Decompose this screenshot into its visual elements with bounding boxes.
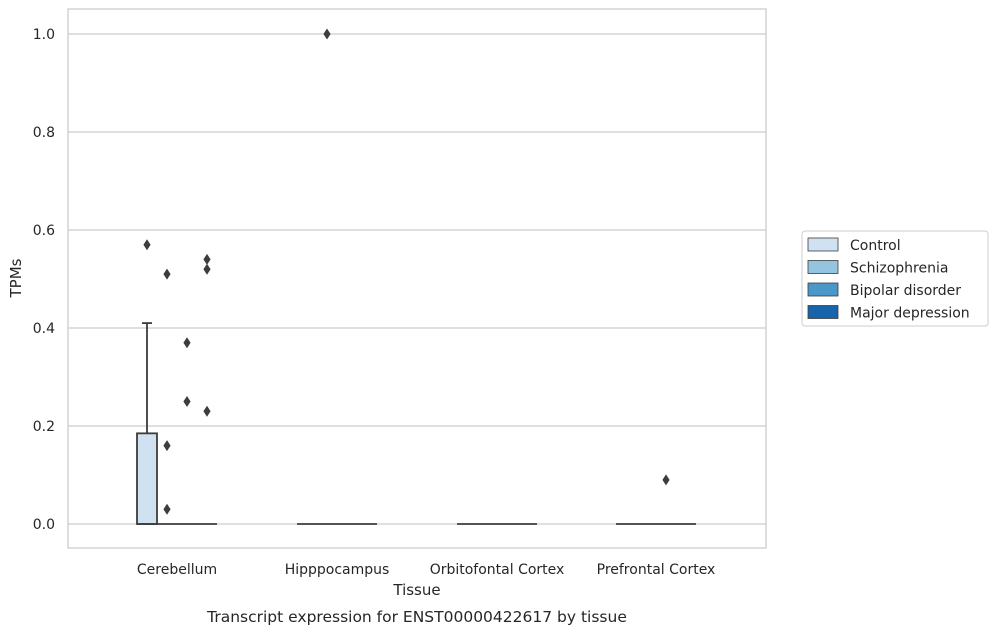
legend-swatch (807, 305, 839, 319)
y-tick-label: 0.0 (33, 517, 55, 533)
y-tick-label: 1.0 (33, 27, 55, 43)
x-tick-label: Hipppocampus (285, 562, 390, 578)
plot-frame (67, 8, 767, 549)
x-tick-label: Cerebellum (137, 562, 217, 578)
y-tick-label: 0.4 (33, 321, 55, 337)
legend-swatch (807, 237, 839, 252)
outlier-point (163, 268, 171, 280)
legend-frame (801, 230, 989, 327)
legend-swatch (807, 260, 839, 274)
legend-label: Bipolar disorder (850, 283, 961, 299)
outlier-point (163, 503, 171, 515)
outlier-point (203, 253, 211, 265)
y-tick-label: 0.2 (33, 419, 55, 435)
box-marks (136, 28, 696, 525)
x-tick-label: Orbitofontal Cortex (430, 562, 565, 578)
outlier-point (203, 405, 211, 417)
legend-label: Control (850, 238, 901, 254)
outlier-point (183, 396, 191, 407)
outlier-point (203, 263, 211, 275)
legend-label: Schizophrenia (850, 261, 948, 277)
chart-caption: Transcript expression for ENST0000042261… (206, 608, 627, 626)
y-tick-labels: 0.0 0.2 0.4 0.6 0.8 1.0 (33, 27, 55, 533)
legend: Control Schizophrenia Bipolar disorder Majo… (801, 230, 989, 327)
y-tick-label: 0.6 (33, 223, 55, 239)
y-tick-label: 0.8 (33, 125, 55, 141)
x-tick-labels: Cerebellum Hipppocampus Orbitofontal Corte… (137, 562, 715, 578)
y-axis-title: TPMs (7, 258, 25, 298)
legend-swatch (807, 282, 839, 297)
outlier-point (662, 474, 670, 486)
outlier-point (183, 337, 191, 349)
legend-label: Major depression (850, 306, 970, 322)
outlier-point (323, 28, 331, 40)
box-body (136, 432, 158, 525)
x-axis-title: Tissue (392, 581, 440, 599)
grid-lines (68, 33, 766, 525)
x-tick-label: Prefrontal Cortex (597, 562, 716, 578)
outlier-point (143, 239, 151, 251)
outlier-point (163, 440, 171, 452)
